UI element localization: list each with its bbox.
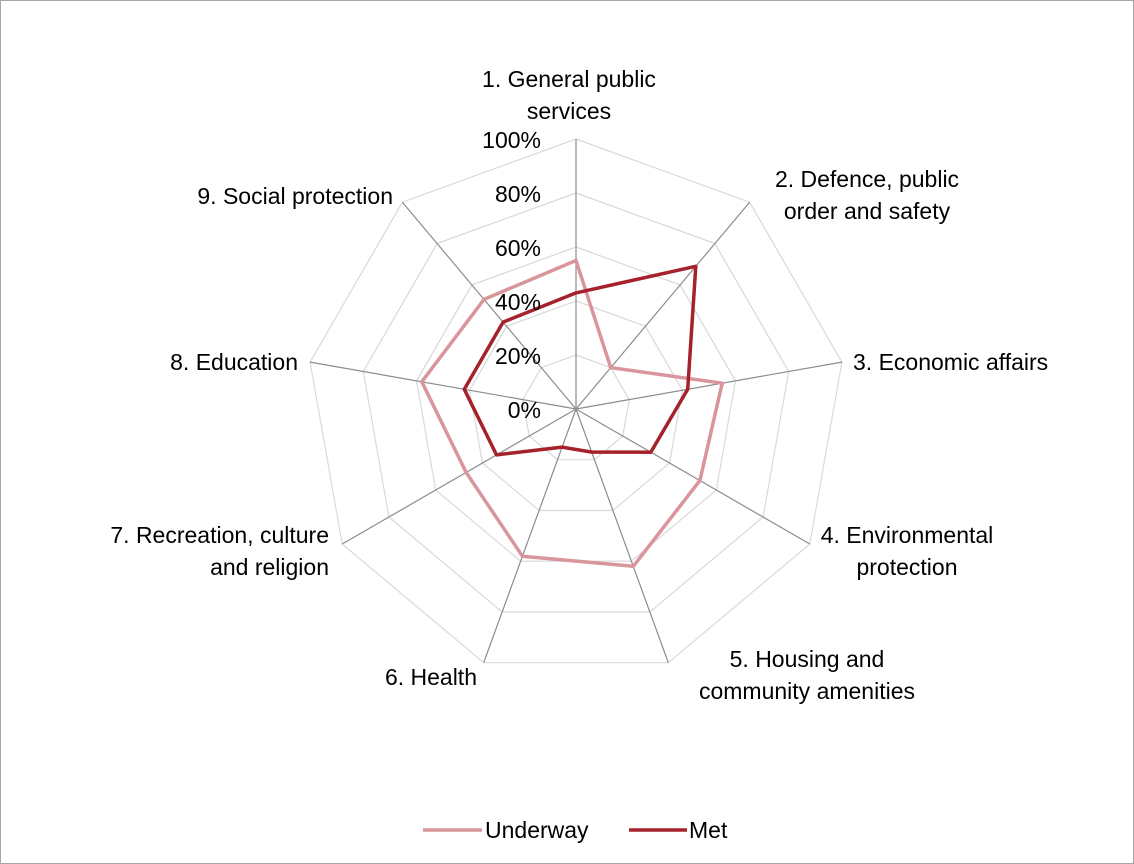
category-label-7: 7. Recreation, culture and religion bbox=[110, 522, 329, 580]
category-label-6: 6. Health bbox=[385, 664, 477, 690]
series-underway-line bbox=[420, 258, 724, 569]
axis-spoke-8 bbox=[309, 361, 577, 410]
category-label-line: 1. General public bbox=[482, 66, 656, 92]
axis-spoke-2 bbox=[575, 201, 751, 410]
axis-spoke-3 bbox=[575, 361, 843, 410]
grid-ring-20 bbox=[522, 354, 630, 461]
radial-tick-label: 60% bbox=[495, 235, 541, 261]
radial-tick-label: 100% bbox=[482, 127, 541, 153]
category-label-4: 4. Environmental protection bbox=[821, 522, 994, 580]
category-label-line: 9. Social protection bbox=[197, 183, 393, 209]
legend-item-underway: Underway bbox=[423, 817, 589, 843]
radial-tick-label: 20% bbox=[495, 343, 541, 369]
radial-tick-label: 0% bbox=[508, 397, 541, 423]
category-label-8: 8. Education bbox=[170, 349, 298, 375]
category-label-9: 9. Social protection bbox=[197, 183, 393, 209]
category-label-line: 2. Defence, public bbox=[775, 166, 959, 192]
category-label-line: 5. Housing and bbox=[730, 646, 885, 672]
category-labels: 1. General public services 2. Defence, pub… bbox=[110, 66, 1048, 704]
category-label-line: 7. Recreation, culture bbox=[110, 522, 329, 548]
category-label-line: 3. Economic affairs bbox=[853, 349, 1048, 375]
category-label-line: 8. Education bbox=[170, 349, 298, 375]
axis-spoke-6 bbox=[483, 408, 577, 663]
axis-spoke-7 bbox=[341, 408, 577, 545]
category-label-line: services bbox=[527, 98, 611, 124]
category-label-line: 6. Health bbox=[385, 664, 477, 690]
category-label-3: 3. Economic affairs bbox=[853, 349, 1048, 375]
axis-spoke-9 bbox=[401, 201, 577, 410]
category-label-2: 2. Defence, public order and safety bbox=[775, 166, 959, 224]
series-lines bbox=[420, 258, 724, 569]
grid-ring-100 bbox=[309, 138, 843, 664]
legend-label: Underway bbox=[485, 817, 589, 843]
category-label-line: community amenities bbox=[699, 678, 915, 704]
axis-spokes bbox=[309, 139, 843, 663]
category-label-1: 1. General public services bbox=[482, 66, 656, 124]
category-label-line: protection bbox=[856, 554, 957, 580]
category-label-5: 5. Housing and community amenities bbox=[699, 646, 915, 704]
axis-spoke-4 bbox=[575, 408, 811, 545]
radial-tick-label: 80% bbox=[495, 181, 541, 207]
radial-tick-labels: 0% 20% 40% 60% 80% 100% bbox=[482, 127, 541, 423]
radial-tick-label: 40% bbox=[495, 289, 541, 315]
grid-ring-40 bbox=[468, 300, 684, 512]
legend-label: Met bbox=[689, 817, 728, 843]
series-met-line bbox=[462, 264, 698, 457]
category-label-line: order and safety bbox=[784, 198, 951, 224]
category-label-line: 4. Environmental bbox=[821, 522, 994, 548]
grid-ring-80 bbox=[362, 192, 790, 613]
legend-item-met: Met bbox=[629, 817, 728, 843]
legend: Underway Met bbox=[423, 817, 728, 843]
category-label-line: and religion bbox=[210, 554, 329, 580]
